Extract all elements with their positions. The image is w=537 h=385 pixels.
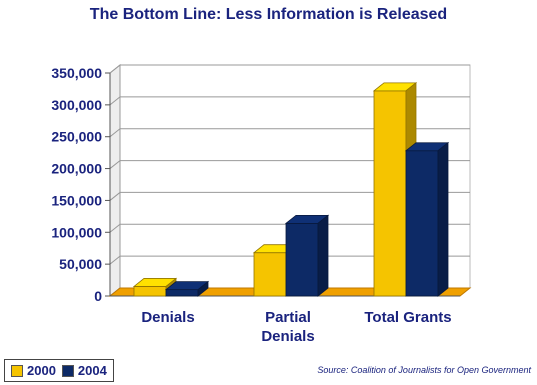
y-tick-label: 100,000: [51, 224, 102, 240]
chart-title: The Bottom Line: Less Information is Rel…: [89, 6, 448, 23]
x-tick-label: Total Grants: [364, 309, 451, 326]
y-tick-label: 150,000: [51, 192, 102, 208]
bar-side-2004-2: [437, 141, 449, 297]
legend-label-2004: 2004: [77, 363, 107, 378]
y-tick-label: 350,000: [51, 65, 102, 81]
source-note: Source: Coalition of Journalists for Ope…: [317, 365, 531, 375]
y-tick-label: 200,000: [51, 161, 102, 177]
x-tick-label: Denials: [261, 328, 314, 345]
bar-2000-2: [373, 90, 407, 297]
gridline: [109, 96, 470, 106]
y-tick-label: 250,000: [51, 129, 102, 145]
legend-label-2000: 2000: [27, 363, 56, 378]
y-tick-label: 50,000: [59, 256, 102, 272]
bar-2000-0: [133, 286, 167, 297]
bar-side-2004-1: [317, 214, 329, 297]
gridline: [109, 128, 470, 138]
gridline: [109, 223, 470, 233]
x-tick-label: Denials: [141, 309, 194, 326]
legend-item-2004: 2004: [61, 363, 107, 378]
gridline: [109, 160, 470, 169]
gridline: [109, 255, 470, 265]
plot-side-wall: [109, 63, 121, 298]
bar-side-2004-0: [197, 280, 209, 297]
bar-2004-1: [285, 222, 319, 297]
bar-2000-1: [253, 252, 287, 297]
bar-2004-0: [165, 289, 199, 297]
legend-swatch-2000: [11, 364, 23, 377]
bar-2004-2: [405, 150, 439, 297]
x-tick-label: Partial: [265, 309, 311, 326]
gridline: [109, 64, 470, 74]
legend-swatch-2004: [61, 364, 74, 377]
legend-item-2000: 2000: [11, 363, 56, 378]
y-tick-label: 0: [94, 288, 102, 304]
y-tick-label: 300,000: [51, 97, 102, 113]
gridline: [109, 191, 470, 201]
legend: 2000 2004: [4, 359, 114, 382]
